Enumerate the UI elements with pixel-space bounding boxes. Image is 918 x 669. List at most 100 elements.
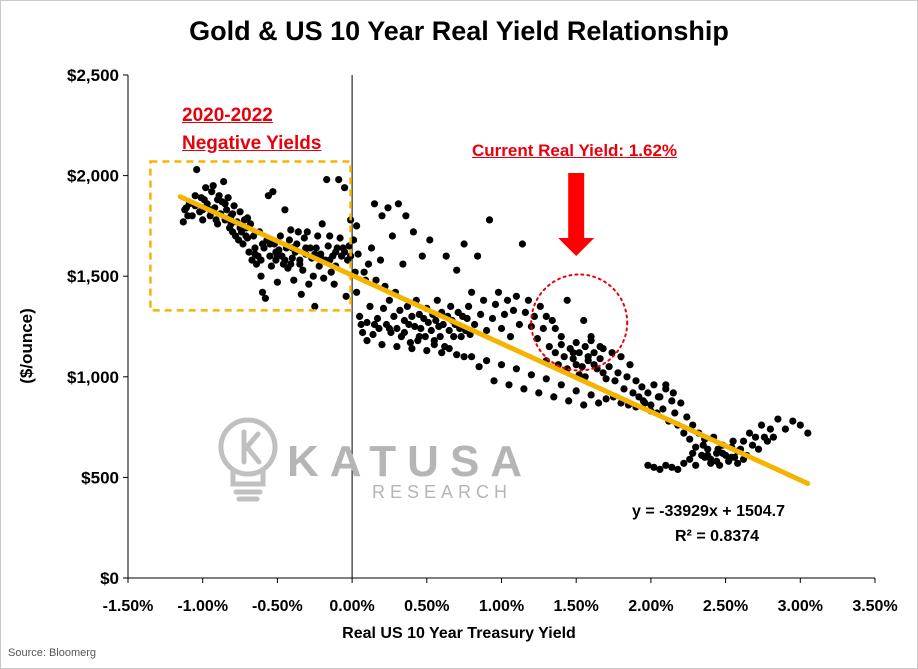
data-point xyxy=(445,345,453,353)
data-point xyxy=(243,214,252,222)
data-point xyxy=(602,395,610,403)
data-point xyxy=(535,389,543,397)
watermark-name: KATUSA xyxy=(287,437,534,486)
data-point xyxy=(668,397,676,405)
data-point xyxy=(221,200,229,208)
data-point xyxy=(766,425,775,433)
data-point xyxy=(442,252,450,260)
data-point xyxy=(378,341,386,349)
data-point xyxy=(406,339,414,347)
data-point xyxy=(314,232,322,240)
data-point xyxy=(460,353,468,361)
negative-yields-box xyxy=(149,160,352,312)
data-point xyxy=(294,228,302,236)
data-point xyxy=(209,182,217,190)
data-point xyxy=(266,240,274,248)
data-point xyxy=(527,371,536,379)
data-point xyxy=(542,312,550,320)
data-point xyxy=(411,322,419,331)
data-point xyxy=(626,361,634,369)
data-point xyxy=(276,232,284,240)
data-point xyxy=(402,212,410,220)
y-tick-label: $500 xyxy=(81,468,119,487)
data-point xyxy=(757,421,766,429)
negative-yields-annotation: 2020-2022 Negative Yields xyxy=(182,102,321,158)
lightbulb-k-icon xyxy=(218,417,278,502)
data-point xyxy=(520,385,528,393)
data-point xyxy=(713,457,721,465)
data-point xyxy=(644,461,652,469)
data-point xyxy=(427,326,435,335)
chart-title: Gold & US 10 Year Real Yield Relationshi… xyxy=(189,16,729,46)
data-point xyxy=(433,296,441,304)
data-point xyxy=(408,312,416,320)
data-point xyxy=(557,341,565,349)
data-point xyxy=(385,324,393,333)
data-point xyxy=(288,254,296,262)
data-point xyxy=(206,212,214,220)
data-point xyxy=(617,353,625,361)
data-point xyxy=(366,302,374,310)
data-point xyxy=(311,302,319,310)
data-point xyxy=(671,409,679,417)
data-point xyxy=(518,240,527,248)
data-point xyxy=(332,248,340,256)
data-point xyxy=(356,312,364,320)
data-point xyxy=(357,320,365,329)
r-squared-label: R² = 0.8374 xyxy=(675,528,760,545)
data-point xyxy=(605,363,613,371)
data-point xyxy=(471,320,479,329)
data-point xyxy=(396,306,404,314)
data-point xyxy=(763,437,772,445)
data-point xyxy=(468,353,476,361)
data-point xyxy=(281,256,289,264)
data-point xyxy=(394,200,402,208)
y-axis-title: ($/ounce) xyxy=(17,308,36,384)
data-point xyxy=(372,276,380,284)
data-point xyxy=(370,200,379,208)
data-point xyxy=(796,421,804,429)
data-point xyxy=(363,318,371,327)
data-point xyxy=(315,262,323,270)
data-point xyxy=(581,343,589,351)
y-tick-label: $0 xyxy=(100,569,119,588)
data-point xyxy=(590,349,598,357)
data-point xyxy=(623,373,631,381)
data-point xyxy=(353,222,361,230)
data-point xyxy=(335,176,343,184)
data-point xyxy=(734,459,742,467)
data-point xyxy=(285,236,293,244)
data-point xyxy=(569,349,577,357)
data-point xyxy=(563,296,571,304)
data-point xyxy=(415,333,423,341)
data-point xyxy=(423,347,431,355)
data-point xyxy=(580,316,588,325)
data-point xyxy=(465,302,473,310)
data-point xyxy=(418,252,426,260)
data-point xyxy=(483,326,491,335)
data-point xyxy=(230,202,238,210)
data-point xyxy=(261,294,269,302)
data-point xyxy=(202,184,210,192)
data-point xyxy=(595,399,603,407)
data-point xyxy=(515,320,524,329)
data-point xyxy=(229,210,237,218)
data-point xyxy=(212,216,220,224)
data-point xyxy=(378,212,386,220)
data-point xyxy=(620,385,628,393)
data-point xyxy=(300,234,308,242)
data-point xyxy=(699,441,707,449)
data-point xyxy=(490,377,498,385)
data-point xyxy=(548,316,556,325)
data-point xyxy=(302,244,310,252)
data-point xyxy=(754,445,763,453)
data-point xyxy=(341,184,349,192)
data-point xyxy=(488,314,497,323)
y-tick-label: $2,500 xyxy=(67,66,119,85)
data-point xyxy=(179,218,187,226)
data-point xyxy=(370,320,379,329)
data-point xyxy=(692,443,700,451)
data-point xyxy=(539,324,547,333)
data-point xyxy=(572,387,580,395)
data-point xyxy=(266,252,274,260)
